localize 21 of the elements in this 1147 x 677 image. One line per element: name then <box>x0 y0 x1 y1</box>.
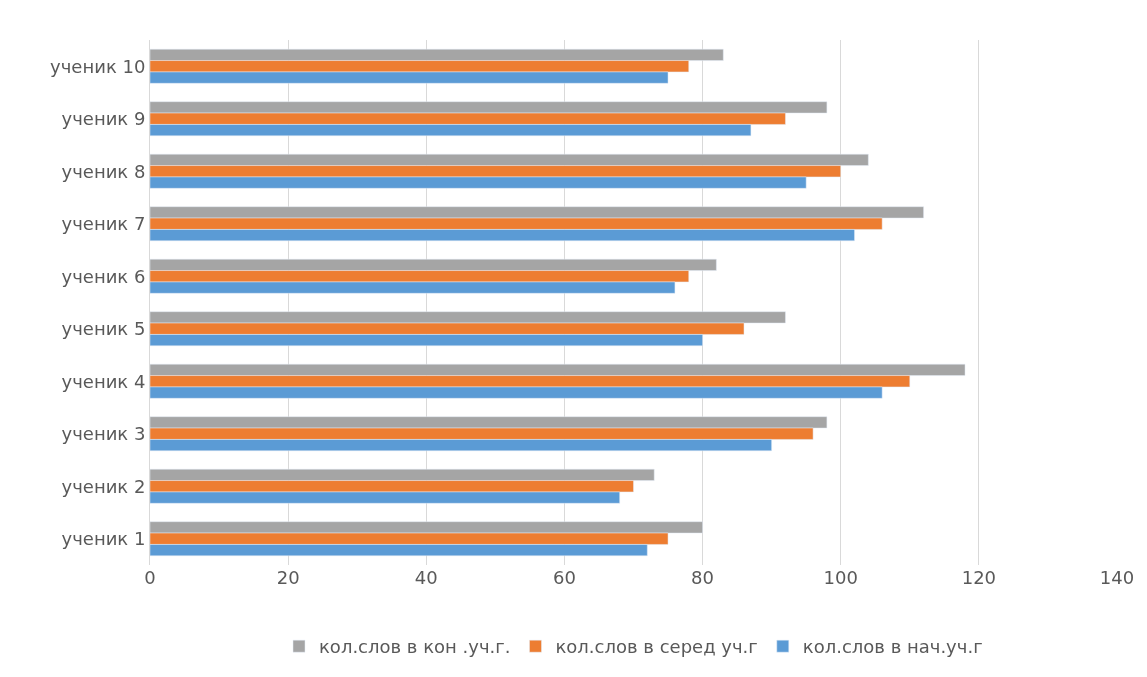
y-tick-label: ученик 10 <box>50 55 146 77</box>
x-tick-label: 20 <box>276 567 300 588</box>
y-tick-label: ученик 2 <box>61 475 146 497</box>
legend-label: кол.слов в серед уч.г <box>555 636 758 658</box>
x-tick-label: 80 <box>691 567 715 588</box>
y-tick-label: ученик 7 <box>61 213 146 235</box>
x-tick-label: 60 <box>552 567 576 588</box>
x-tick-label: 140 <box>1099 567 1135 588</box>
y-tick-label: ученик 1 <box>61 528 146 550</box>
x-tick-label: 0 <box>144 567 156 588</box>
x-tick-label: 100 <box>823 567 858 588</box>
y-tick-label: ученик 9 <box>61 108 146 130</box>
y-tick-label: ученик 6 <box>61 265 146 287</box>
x-tick-label: 40 <box>414 567 438 588</box>
y-tick-label: ученик 3 <box>61 423 146 445</box>
y-tick-label: ученик 5 <box>61 318 146 340</box>
y-tick-label: ученик 8 <box>61 160 146 182</box>
legend-label: кол.слов в кон .уч.г. <box>319 636 511 658</box>
legend-label: кол.слов в нач.уч.г <box>802 636 983 658</box>
y-tick-label: ученик 4 <box>61 370 146 392</box>
x-tick-label: 120 <box>961 567 997 588</box>
